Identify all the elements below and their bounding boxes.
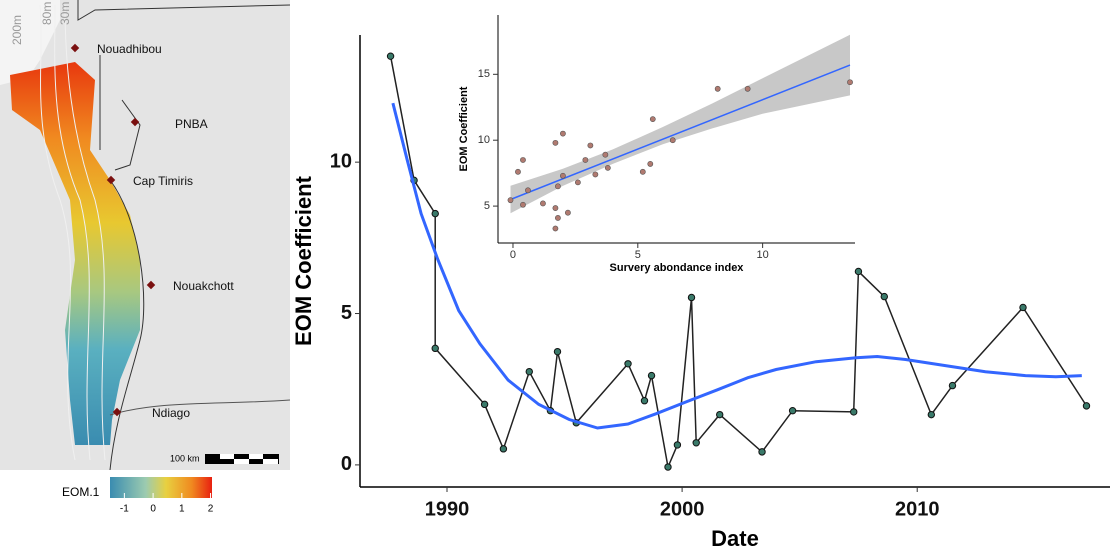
scale-label: 100 km [170, 453, 200, 463]
scatter-point [552, 225, 559, 232]
scatter-point [565, 209, 571, 216]
data-point [788, 407, 797, 415]
river [109, 399, 291, 416]
place-label: Cap Timiris [133, 174, 193, 188]
sea [0, 0, 60, 85]
legend-title: EOM.1 [62, 485, 100, 499]
scatter-point [525, 187, 531, 194]
y-tick-label: 10 [478, 134, 490, 146]
x-tick-label: 2010 [895, 498, 940, 520]
depth-label: 200m [10, 15, 24, 45]
data-point [480, 400, 489, 409]
data-point [1082, 402, 1091, 410]
scatter-point [520, 201, 526, 208]
place-marker [146, 280, 156, 290]
coastline [77, 0, 291, 471]
data-point [850, 408, 858, 416]
data-point [692, 439, 700, 447]
y-tick-label: 5 [484, 200, 490, 212]
scatter-point [555, 215, 561, 221]
data-point [664, 463, 672, 471]
scatter-point [847, 79, 853, 86]
data-point [758, 448, 766, 456]
place-label: PNBA [175, 117, 208, 131]
data-point [1019, 303, 1027, 312]
data-point [948, 381, 957, 390]
place-label: Ndiago [152, 406, 190, 420]
scatter-point [592, 171, 599, 178]
colorbar [110, 477, 212, 498]
data-point [647, 371, 656, 380]
data-point [854, 267, 863, 276]
scatter-point [602, 151, 609, 158]
scatter-point [639, 168, 646, 175]
isobaths [39, 4, 106, 461]
scatter-point [560, 172, 566, 179]
eom-field [10, 62, 140, 445]
scatter-point [560, 130, 566, 137]
colorbar-tick-label: 2 [208, 504, 214, 515]
data-point [431, 344, 439, 353]
scatter-point [669, 137, 676, 144]
x-axis-title: Survery abondance index [610, 262, 745, 274]
scatter-point [582, 157, 589, 163]
colorbar-tick-label: -1 [120, 504, 129, 515]
y-axis-title: EOM Coefficient [458, 86, 470, 171]
x-tick-label: 10 [757, 249, 769, 261]
data-point [525, 367, 533, 376]
place-marker [112, 407, 122, 417]
data-point [386, 52, 395, 60]
data-point [716, 410, 724, 419]
x-tick-label: 5 [635, 249, 641, 261]
scatter-point [574, 179, 581, 186]
x-tick-label: 2000 [660, 498, 705, 520]
data-point [880, 292, 888, 301]
scatter-point [540, 200, 546, 207]
colorbar-tick-label: 0 [150, 504, 156, 515]
y-tick-label: 0 [341, 453, 352, 475]
scatter-point [507, 197, 514, 204]
scatter-point [604, 164, 611, 171]
place-marker [70, 43, 80, 53]
scatter-point [552, 139, 559, 146]
y-tick-label: 5 [341, 302, 352, 324]
scatter-point [520, 157, 526, 163]
data-point [673, 441, 682, 449]
data-point [640, 397, 649, 405]
place-marker [130, 117, 140, 127]
y-axis-title: EOM Coefficient [291, 175, 316, 346]
depth-label: 30m [58, 2, 72, 25]
data-point [499, 445, 508, 453]
scatter-point [649, 116, 656, 123]
data-point [553, 347, 562, 356]
scale-bar [205, 454, 279, 464]
data-point [687, 293, 696, 302]
scatter-point [744, 85, 751, 92]
data-point [431, 209, 439, 218]
place-label: Nouadhibou [97, 42, 162, 56]
scatter-point [515, 168, 521, 175]
x-axis-title: Date [711, 526, 759, 551]
confidence-band [510, 34, 850, 214]
scatter-point [587, 142, 594, 149]
scatter-point [714, 85, 721, 92]
x-tick-label: 0 [510, 249, 516, 261]
place-marker [106, 175, 116, 185]
colorbar-tick-label: 1 [179, 504, 185, 515]
y-tick-label: 15 [478, 68, 490, 80]
data-point [927, 410, 936, 419]
fit-line [510, 64, 851, 201]
scatter-point [647, 161, 654, 167]
smooth-line [391, 102, 1082, 430]
y-tick-label: 10 [330, 150, 352, 172]
scatter-point [555, 183, 561, 190]
place-label: Nouakchott [173, 279, 234, 293]
scatter-point [552, 205, 559, 211]
data-point [624, 360, 632, 368]
x-tick-label: 1990 [425, 498, 470, 520]
depth-label: 80m [40, 2, 54, 25]
map: Nouadhibou PNBA Cap Timiris Nouakchott N… [0, 0, 291, 499]
